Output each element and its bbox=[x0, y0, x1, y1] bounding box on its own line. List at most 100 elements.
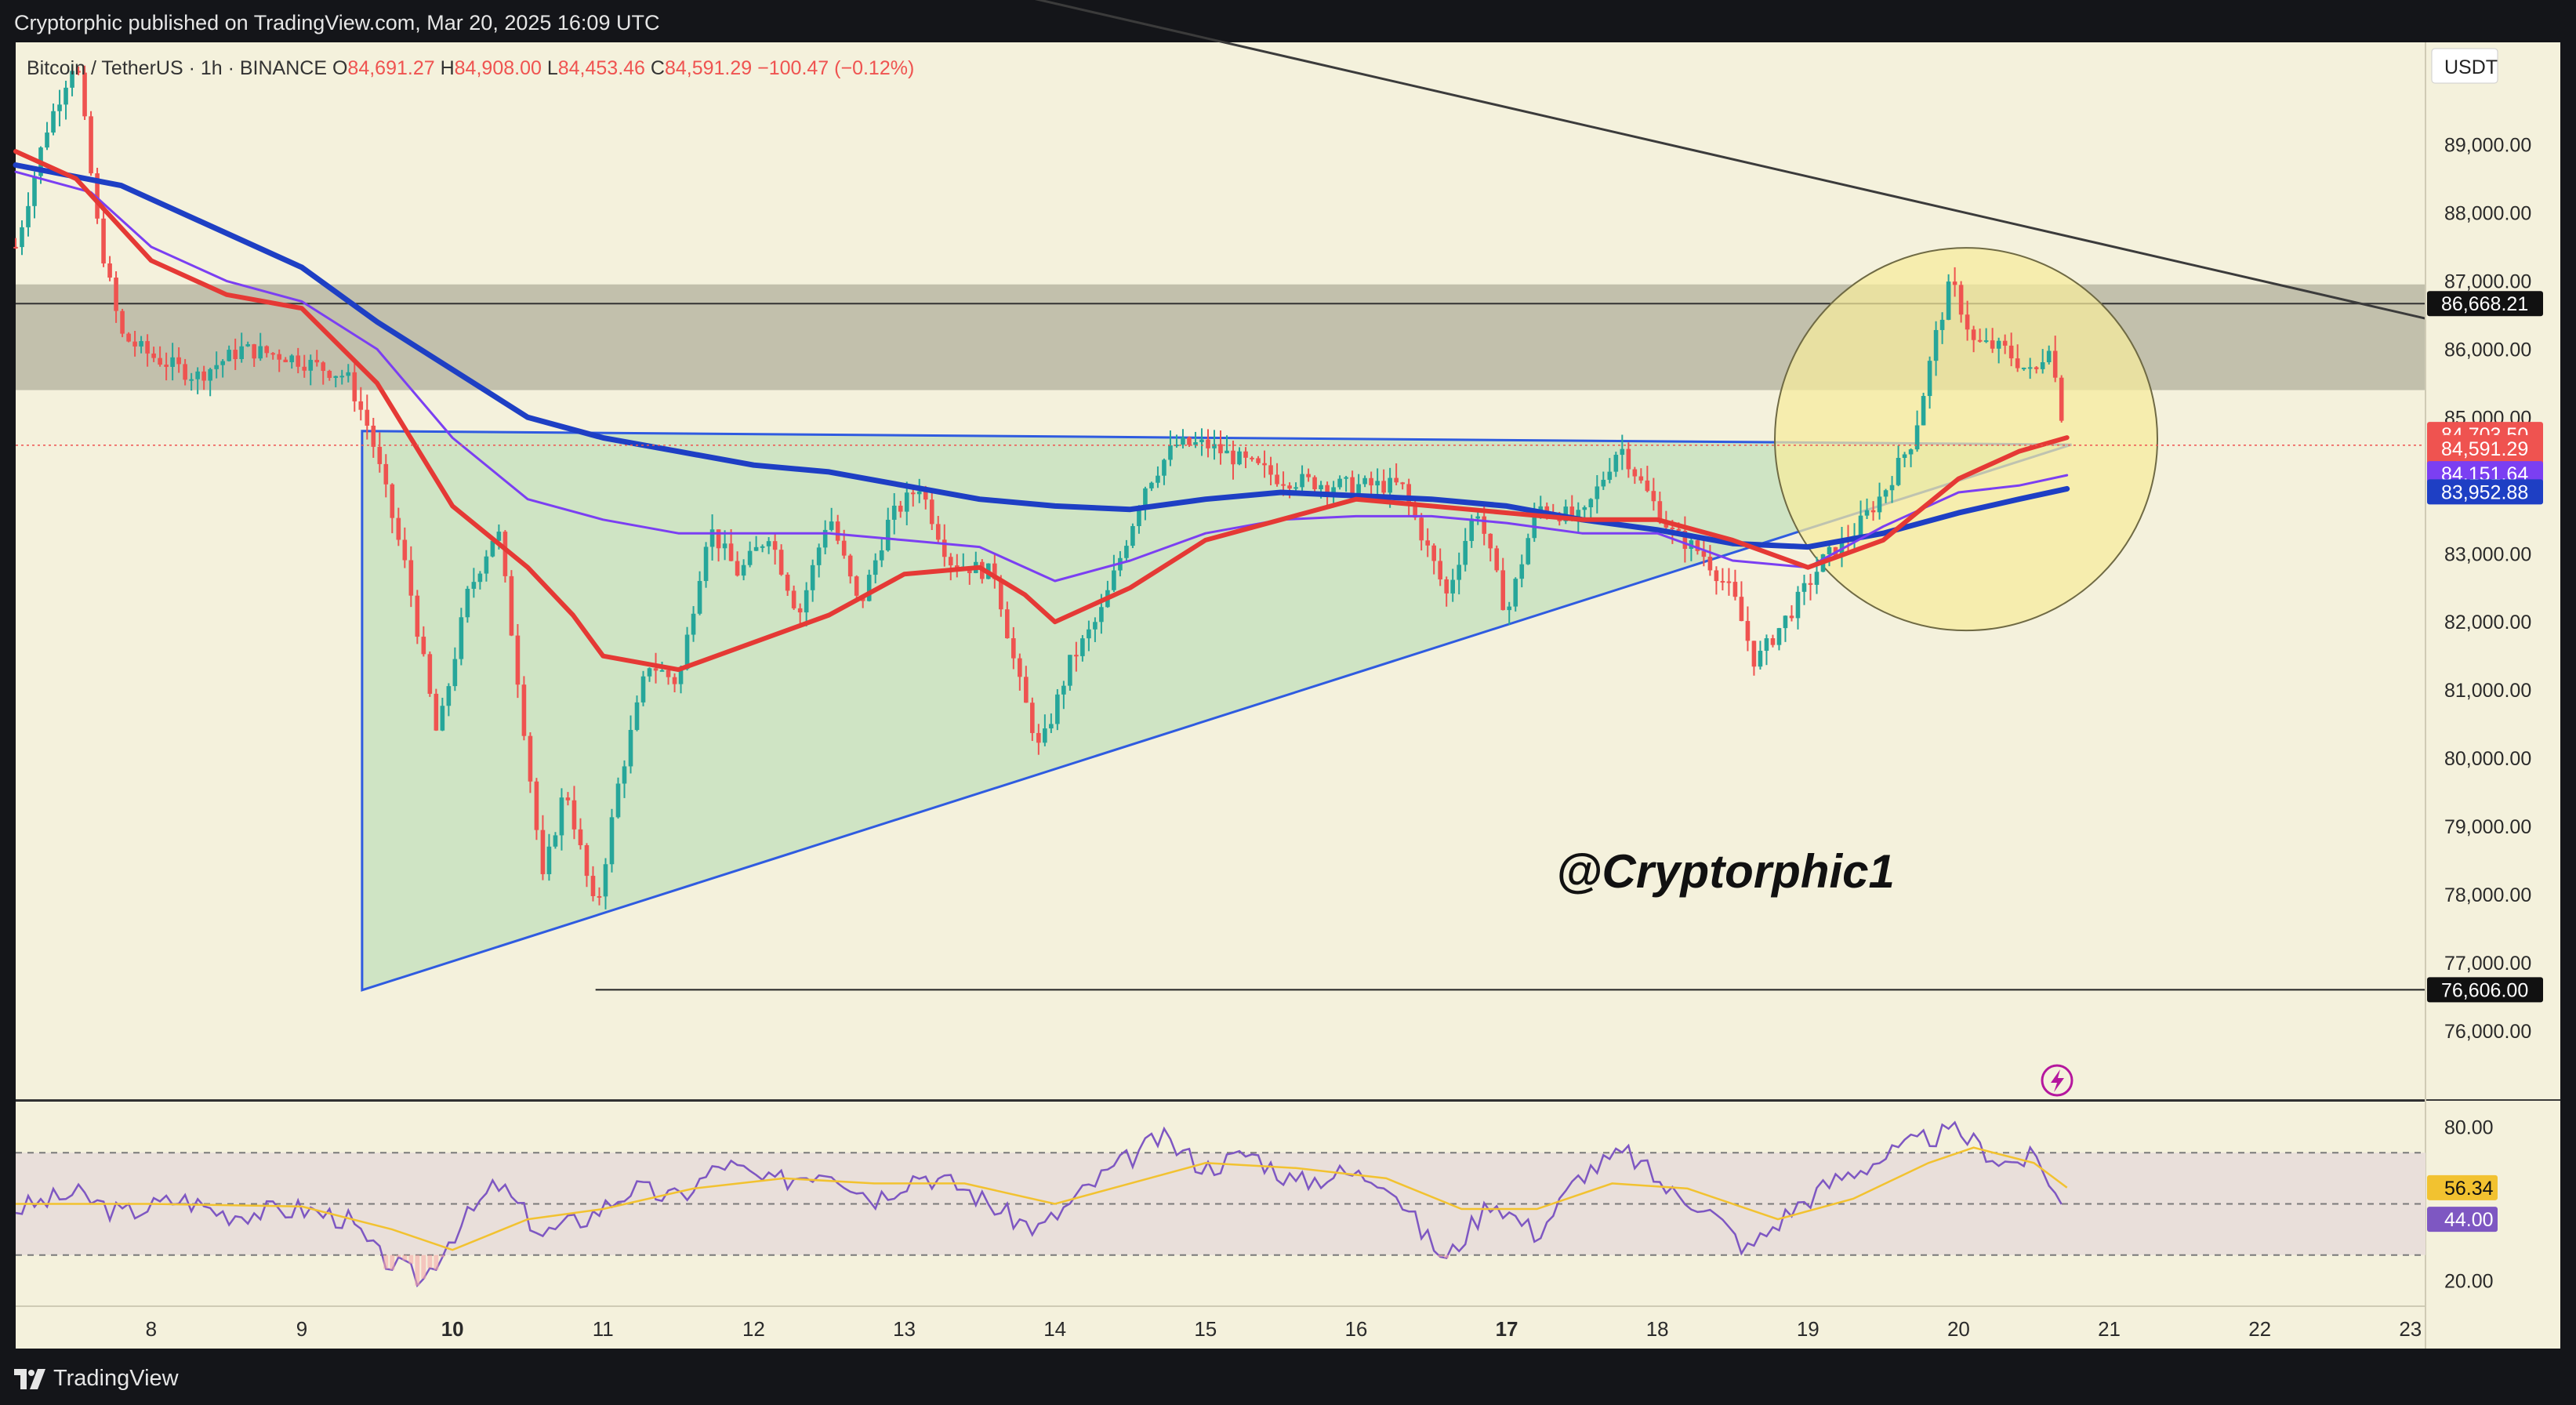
candle-body bbox=[371, 425, 376, 447]
candle-body bbox=[1889, 485, 1895, 491]
price-tick-label: 89,000.00 bbox=[2444, 134, 2531, 156]
candle-body bbox=[2052, 350, 2058, 378]
candle-body bbox=[321, 362, 326, 371]
price-tick-label: 81,000.00 bbox=[2444, 680, 2531, 702]
candle-body bbox=[1388, 477, 1392, 493]
rsi-tick-label: 20.00 bbox=[2444, 1270, 2494, 1292]
price-pane[interactable] bbox=[13, 0, 2426, 1099]
candle-body bbox=[509, 575, 514, 636]
candle-body bbox=[1827, 546, 1832, 555]
candle-body bbox=[1482, 516, 1487, 534]
candle-body bbox=[176, 357, 181, 365]
candle-body bbox=[95, 173, 100, 219]
candle-body bbox=[164, 365, 169, 367]
candle-body bbox=[490, 540, 495, 557]
currency-selector: USDT bbox=[2444, 56, 2498, 78]
candle-body bbox=[1870, 510, 1876, 513]
candle-body bbox=[352, 372, 357, 401]
candle-body bbox=[1344, 477, 1348, 479]
candle-body bbox=[1325, 485, 1330, 493]
footer-bar: TradingView bbox=[0, 1349, 2576, 1405]
candle-body bbox=[289, 355, 295, 363]
candle-body bbox=[1707, 557, 1713, 571]
candle-body bbox=[1005, 609, 1010, 639]
moving-average-line bbox=[13, 162, 2070, 550]
candle-body bbox=[145, 341, 150, 354]
candle-body bbox=[1613, 455, 1619, 472]
candle-body bbox=[1626, 448, 1631, 470]
price-axis-background[interactable] bbox=[2425, 42, 2560, 1349]
rsi-signal-tag bbox=[2427, 1174, 2498, 1200]
candle-body bbox=[1651, 491, 1656, 502]
candle-body bbox=[697, 581, 702, 614]
candle-body bbox=[465, 588, 470, 618]
price-tick-label: 86,000.00 bbox=[2444, 339, 2531, 361]
symmetrical-triangle-pattern bbox=[361, 430, 2072, 992]
candle-body bbox=[201, 371, 206, 381]
time-tick-label: 17 bbox=[1496, 1317, 1518, 1341]
candle-body bbox=[1375, 481, 1380, 486]
candle-body bbox=[158, 358, 162, 365]
candle-body bbox=[283, 359, 288, 363]
time-axis-background[interactable] bbox=[16, 1306, 2425, 1349]
price-tick-label: 78,000.00 bbox=[2444, 884, 2531, 906]
candle-body bbox=[1569, 506, 1575, 517]
candle-body bbox=[427, 654, 433, 694]
candle-body bbox=[1124, 546, 1129, 558]
candle-body bbox=[999, 579, 1003, 610]
candle-body bbox=[1049, 724, 1054, 729]
candle-body bbox=[1858, 515, 1863, 536]
candle-body bbox=[785, 574, 790, 591]
alert-bolt-icon[interactable] bbox=[2041, 1064, 2073, 1097]
candle-body bbox=[578, 829, 583, 846]
candle-body bbox=[339, 376, 345, 378]
candle-body bbox=[1087, 629, 1091, 639]
candle-body bbox=[1212, 444, 1217, 448]
candle-body bbox=[2046, 350, 2052, 363]
candle-body bbox=[1043, 728, 1047, 743]
candle-body bbox=[954, 565, 960, 568]
candle-body bbox=[728, 543, 734, 561]
candle-body bbox=[741, 565, 746, 576]
candle-body bbox=[1293, 487, 1298, 489]
candle-body bbox=[132, 341, 137, 347]
candle-body bbox=[1939, 319, 1945, 330]
candle-body bbox=[1061, 685, 1066, 695]
candle-body bbox=[709, 529, 715, 547]
candle-body bbox=[1620, 448, 1625, 456]
candle-body bbox=[308, 359, 314, 371]
candle-body bbox=[1350, 477, 1355, 494]
symbol-legend[interactable]: Bitcoin / TetherUS · 1h · BINANCE O84,69… bbox=[27, 57, 914, 79]
candle-body bbox=[647, 668, 652, 677]
ema-blue-value-label-tag bbox=[2427, 479, 2543, 505]
candle-body bbox=[1381, 481, 1386, 493]
currency-selector-box[interactable] bbox=[2431, 48, 2498, 84]
candle-body bbox=[208, 368, 212, 381]
candle-body bbox=[898, 505, 903, 512]
candle-body bbox=[258, 346, 263, 359]
time-tick-label: 18 bbox=[1646, 1317, 1669, 1341]
candle-body bbox=[440, 706, 445, 731]
candle-body bbox=[1576, 510, 1581, 517]
candle-body bbox=[89, 116, 93, 174]
tradingview-logo-icon bbox=[14, 1368, 45, 1389]
candle-body bbox=[885, 519, 891, 550]
candle-body bbox=[1776, 628, 1782, 645]
candle-body bbox=[873, 560, 878, 575]
candle-body bbox=[32, 176, 37, 206]
candle-body bbox=[1977, 339, 1983, 342]
tradingview-brand-text: TradingView bbox=[53, 1366, 179, 1391]
candle-body bbox=[252, 344, 256, 359]
candle-body bbox=[415, 595, 420, 637]
tradingview-logo[interactable]: TradingView bbox=[14, 1366, 179, 1392]
candle-body bbox=[264, 346, 270, 354]
rsi-value-label: 44.00 bbox=[2444, 1209, 2494, 1231]
candle-body bbox=[835, 521, 840, 541]
candle-body bbox=[1112, 570, 1116, 590]
candle-body bbox=[916, 491, 922, 495]
candle-body bbox=[1193, 442, 1198, 445]
candle-body bbox=[114, 278, 118, 311]
time-tick-label: 19 bbox=[1797, 1317, 1820, 1341]
candle-body bbox=[703, 546, 709, 582]
